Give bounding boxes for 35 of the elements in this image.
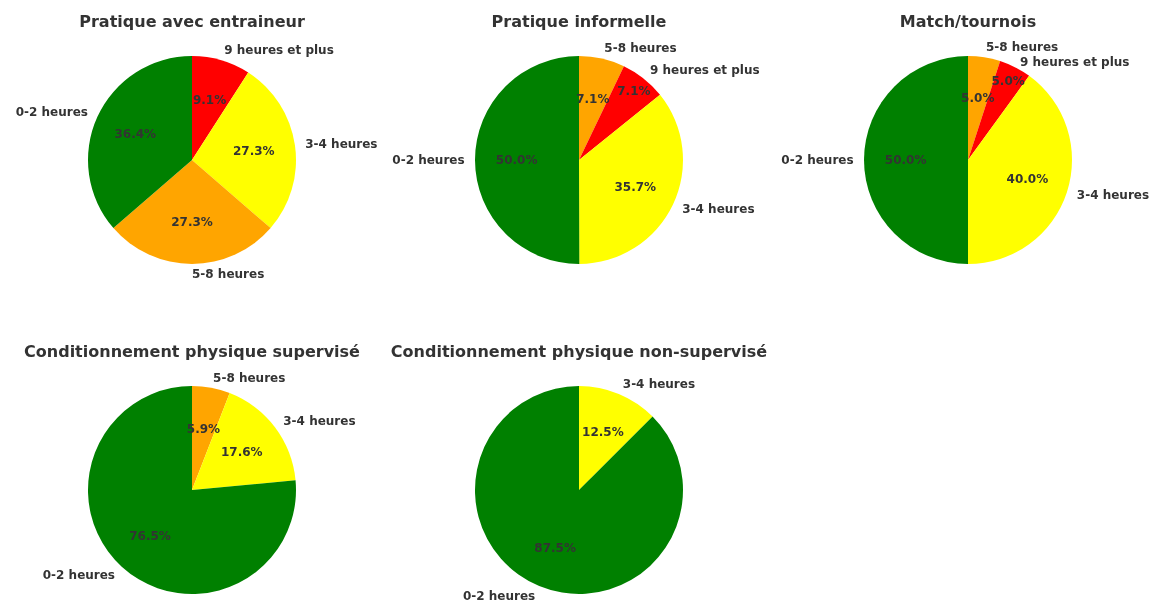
data-label: 76.5% (129, 529, 171, 544)
slice-label: 5-8 heures (604, 41, 677, 56)
slice-label: 0-2 heures (781, 153, 854, 167)
slice-label: 0-2 heures (462, 588, 536, 603)
data-label: 35.7% (614, 179, 657, 194)
data-label: 50.0% (884, 153, 927, 167)
chart-title: Pratique informelle (491, 11, 667, 31)
slice-label: 0-2 heures (15, 105, 88, 120)
data-label: 7.1% (617, 83, 651, 98)
slice-label: 3-4 heures (1076, 188, 1150, 203)
data-label: 17.6% (220, 445, 263, 460)
data-label: 9.1% (192, 93, 227, 108)
slice-label: 0-2 heures (42, 567, 116, 582)
data-label: 87.5% (534, 540, 576, 555)
chart-title: Conditionnement physique non-supervisé (390, 341, 768, 361)
data-label: 12.5% (582, 425, 624, 440)
data-label: 50.0% (495, 153, 538, 168)
slice-label: 3-4 heures (682, 202, 755, 217)
slice-label: 3-4 heures (283, 414, 356, 429)
chart-title: Pratique avec entraineur (79, 11, 305, 31)
slice-label: 5-8 heures (985, 40, 1059, 55)
slice-label: 9 heures et plus (224, 43, 334, 58)
slice-label: 5-8 heures (192, 267, 265, 282)
slice-label: 0-2 heures (392, 153, 465, 168)
slice-label: 3-4 heures (622, 377, 696, 392)
slice-label: 3-4 heures (305, 136, 378, 151)
chart-title: Conditionnement physique supervisé (24, 341, 361, 361)
slice-label: 5-8 heures (213, 370, 286, 385)
data-label: 36.4% (114, 127, 157, 142)
slice-label: 9 heures et plus (1019, 55, 1130, 70)
chart-title: Match/tournois (899, 11, 1037, 31)
data-label: 27.3% (171, 215, 213, 230)
data-label: 27.3% (232, 144, 275, 159)
data-label: 40.0% (1006, 172, 1049, 187)
slice-label: 9 heures et plus (650, 63, 760, 78)
